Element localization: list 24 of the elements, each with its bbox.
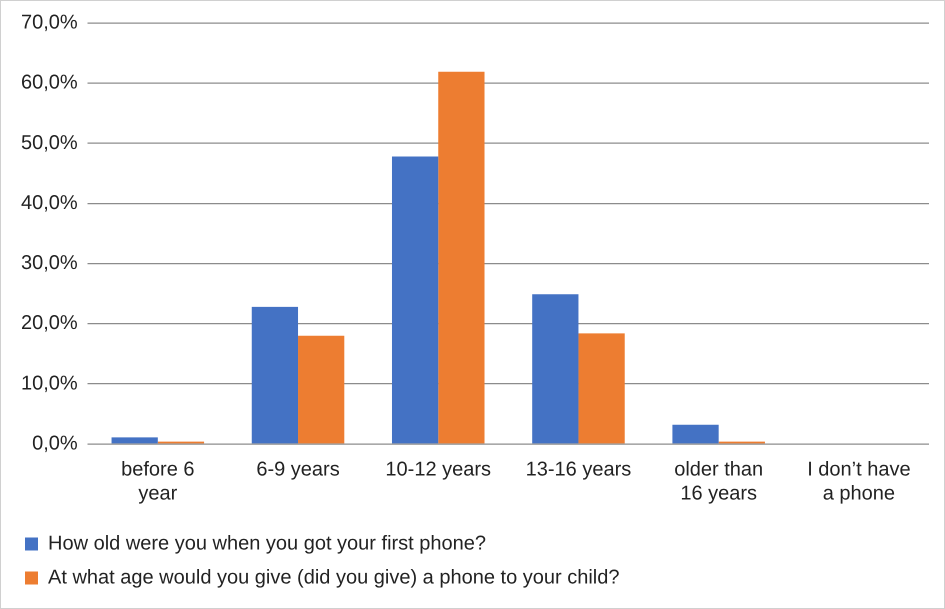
y-tick-label: 30,0% bbox=[20, 252, 78, 274]
x-tick-label: older than 16 years bbox=[674, 458, 764, 505]
y-tick-label: 0,0% bbox=[32, 432, 78, 455]
x-tick-label: before 6 year bbox=[121, 458, 195, 505]
y-tick-label: 10,0% bbox=[20, 372, 78, 394]
x-tick-label: 6-9 years bbox=[256, 458, 340, 481]
x-tick-label: I don’t have a phone bbox=[807, 458, 911, 505]
bar bbox=[252, 306, 298, 444]
y-tick-label: 60,0% bbox=[20, 72, 78, 94]
bar bbox=[578, 333, 625, 444]
bar bbox=[298, 336, 344, 444]
bar bbox=[438, 72, 485, 444]
legend-label: How old were you when you got your first phone? bbox=[48, 532, 486, 555]
y-tick-label: 70,0% bbox=[20, 12, 78, 34]
y-tick-label: 40,0% bbox=[20, 192, 78, 214]
y-tick-label: 50,0% bbox=[20, 132, 78, 154]
y-tick-label: 20,0% bbox=[20, 312, 78, 334]
bar bbox=[112, 437, 158, 444]
bar bbox=[672, 424, 719, 444]
x-tick-label: 13-16 years bbox=[526, 458, 632, 481]
bar bbox=[392, 156, 438, 444]
x-tick-label: 10-12 years bbox=[385, 458, 492, 481]
legend-label: At what age would you give (did you give) a phone to your child? bbox=[48, 566, 620, 589]
bar bbox=[532, 294, 578, 444]
